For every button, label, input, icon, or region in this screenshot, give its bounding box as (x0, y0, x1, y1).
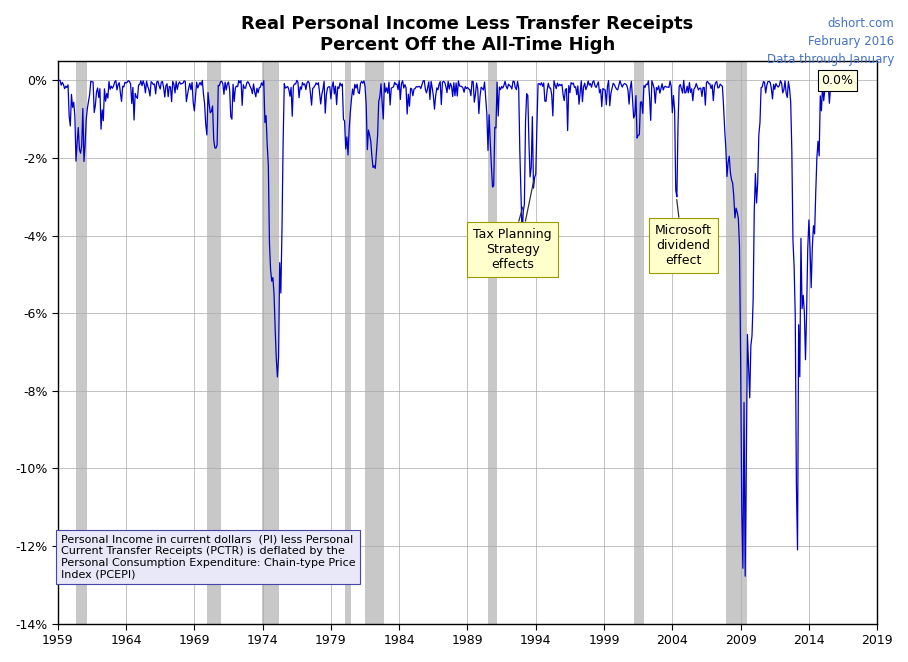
Bar (365, 61, 384, 624)
Bar (634, 61, 644, 624)
Bar (76, 61, 87, 624)
Text: Microsoft
dividend
effect: Microsoft dividend effect (655, 224, 712, 267)
Bar (207, 61, 221, 624)
Bar (344, 61, 351, 624)
Text: 0.0%: 0.0% (822, 74, 854, 87)
Text: Personal Income in current dollars  (PI) less Personal
Current Transfer Receipts: Personal Income in current dollars (PI) … (61, 534, 355, 579)
Text: Tax Planning
Strategy
effects: Tax Planning Strategy effects (473, 228, 552, 271)
Bar (725, 61, 747, 624)
Text: dshort.com
February 2016
Data through January: dshort.com February 2016 Data through Ja… (767, 17, 894, 66)
Bar (488, 61, 497, 624)
Bar (262, 61, 279, 624)
Title: Real Personal Income Less Transfer Receipts
Percent Off the All-Time High: Real Personal Income Less Transfer Recei… (242, 15, 694, 54)
